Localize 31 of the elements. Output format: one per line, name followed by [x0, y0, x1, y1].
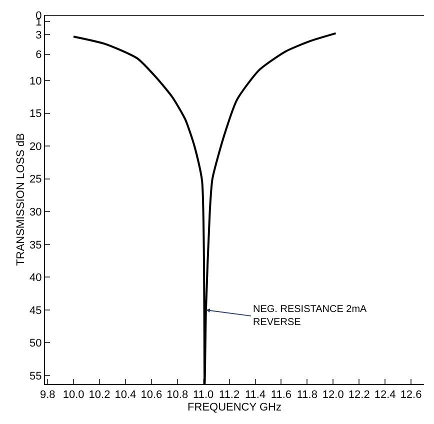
x-tick-label: 9.8: [40, 389, 56, 402]
x-tick-label: 11.6: [270, 389, 292, 402]
x-tick-label: 10.0: [62, 389, 84, 402]
y-tick-label: 3: [36, 30, 42, 42]
y-tick-label: 20: [30, 140, 42, 153]
y-tick-label: 15: [30, 108, 42, 120]
y-tick-label: 25: [30, 174, 42, 186]
y-tick-label: 55: [30, 370, 42, 382]
x-tick-label: 12.6: [400, 389, 422, 402]
y-tick-label: 10: [30, 75, 42, 88]
x-tick-label: 11.2: [219, 389, 240, 402]
y-tick-label: 40: [30, 272, 42, 284]
x-tick-label: 10.4: [114, 389, 136, 402]
x-axis-title: FREQUENCY GHz: [188, 401, 282, 414]
y-axis-title: TRANSMISSION LOSS dB: [15, 133, 28, 266]
x-tick-label: 10.6: [140, 389, 162, 402]
x-tick-label: 12.0: [322, 389, 344, 402]
x-tick-label: 11.4: [244, 389, 266, 402]
x-tick-label: 12.2: [348, 389, 370, 402]
annotation: NEG. RESISTANCE 2mA REVERSE: [253, 304, 368, 328]
y-tick-label: 50: [30, 338, 42, 350]
x-tick-label: 11.0: [193, 389, 214, 402]
y-tick-label: 30: [30, 206, 42, 218]
x-tick-label: 12.4: [374, 389, 396, 402]
y-tick-label: 45: [30, 304, 42, 317]
x-tick-label: 10.8: [166, 389, 188, 402]
y-tick-label: 35: [30, 239, 42, 252]
y-tick-label: 1: [36, 16, 42, 28]
x-tick-label: 11.8: [296, 389, 318, 402]
y-tick-label: 6: [36, 49, 42, 62]
x-tick-label: 10.2: [88, 389, 110, 402]
